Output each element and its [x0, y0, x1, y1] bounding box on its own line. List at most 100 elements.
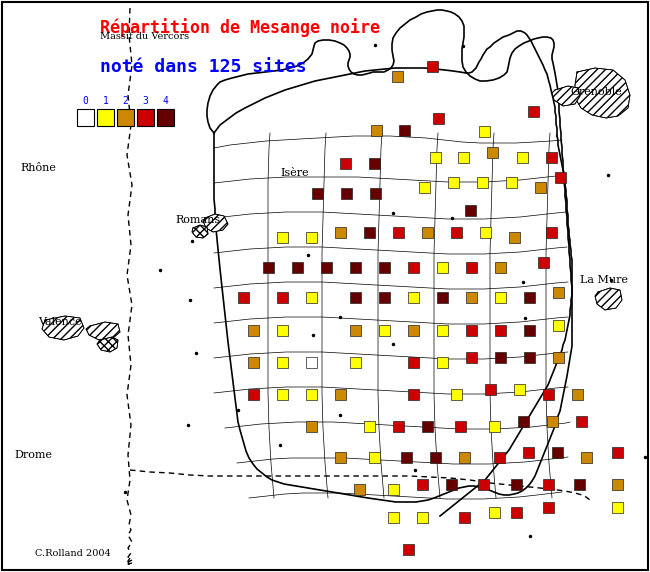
- Bar: [408, 261, 419, 272]
- Bar: [306, 292, 317, 303]
- Bar: [523, 447, 534, 458]
- Bar: [458, 152, 469, 162]
- Bar: [580, 451, 592, 463]
- Bar: [552, 287, 564, 297]
- Bar: [489, 420, 499, 431]
- Polygon shape: [86, 322, 120, 340]
- Bar: [465, 261, 476, 272]
- Bar: [465, 352, 476, 363]
- Text: 1: 1: [103, 96, 109, 106]
- Bar: [400, 451, 411, 463]
- Bar: [393, 227, 404, 237]
- Bar: [276, 324, 287, 336]
- Bar: [538, 256, 549, 268]
- Bar: [465, 324, 476, 336]
- Polygon shape: [42, 316, 84, 340]
- Bar: [506, 177, 517, 188]
- Bar: [432, 113, 443, 124]
- Bar: [417, 511, 428, 522]
- Bar: [517, 415, 528, 427]
- Polygon shape: [575, 68, 630, 118]
- Bar: [489, 506, 499, 518]
- Bar: [363, 227, 374, 237]
- Bar: [276, 388, 287, 399]
- Bar: [514, 383, 525, 395]
- Bar: [476, 177, 488, 188]
- Bar: [437, 261, 447, 272]
- Bar: [263, 261, 274, 272]
- Bar: [478, 479, 489, 490]
- Text: Rhône: Rhône: [20, 163, 56, 173]
- Bar: [486, 146, 497, 157]
- Bar: [335, 388, 346, 399]
- Bar: [408, 292, 419, 303]
- Bar: [612, 502, 623, 513]
- Bar: [339, 157, 350, 169]
- Bar: [97, 109, 114, 126]
- Bar: [419, 181, 430, 193]
- Bar: [480, 227, 491, 237]
- Text: C.Rolland 2004: C.Rolland 2004: [35, 549, 111, 558]
- Bar: [341, 188, 352, 198]
- Bar: [350, 261, 361, 272]
- Bar: [248, 388, 259, 399]
- Bar: [437, 356, 447, 367]
- Polygon shape: [552, 86, 580, 106]
- Bar: [378, 324, 389, 336]
- Bar: [552, 320, 564, 331]
- Bar: [571, 388, 582, 399]
- Bar: [543, 388, 554, 399]
- Bar: [510, 479, 521, 490]
- Text: noté dans 125 sites: noté dans 125 sites: [100, 58, 307, 76]
- Bar: [276, 292, 287, 303]
- Bar: [311, 188, 322, 198]
- Bar: [552, 352, 564, 363]
- Bar: [447, 177, 458, 188]
- Bar: [458, 451, 469, 463]
- Text: Grenoble: Grenoble: [570, 87, 622, 97]
- Bar: [545, 227, 556, 237]
- Polygon shape: [595, 288, 622, 310]
- Bar: [408, 324, 419, 336]
- Text: Massif du Vercors: Massif du Vercors: [100, 32, 189, 41]
- Bar: [478, 125, 489, 137]
- Text: Isère: Isère: [280, 168, 309, 178]
- Bar: [320, 261, 332, 272]
- Bar: [543, 502, 554, 513]
- Bar: [437, 324, 447, 336]
- Polygon shape: [192, 225, 208, 238]
- Polygon shape: [203, 214, 228, 232]
- Bar: [517, 152, 528, 162]
- Bar: [335, 227, 346, 237]
- Bar: [276, 232, 287, 243]
- Bar: [369, 188, 380, 198]
- Bar: [543, 479, 554, 490]
- Bar: [248, 324, 259, 336]
- Polygon shape: [97, 337, 118, 352]
- Bar: [510, 506, 521, 518]
- Bar: [306, 232, 317, 243]
- Bar: [157, 109, 174, 126]
- Bar: [378, 261, 389, 272]
- Bar: [421, 227, 432, 237]
- Bar: [493, 451, 504, 463]
- Bar: [350, 324, 361, 336]
- Bar: [408, 388, 419, 399]
- Bar: [306, 420, 317, 431]
- Bar: [117, 109, 134, 126]
- Text: 4: 4: [162, 96, 168, 106]
- Bar: [495, 352, 506, 363]
- Bar: [237, 292, 248, 303]
- Bar: [445, 479, 456, 490]
- Bar: [437, 292, 447, 303]
- Bar: [523, 352, 534, 363]
- Bar: [387, 511, 398, 522]
- Bar: [370, 125, 382, 136]
- Bar: [363, 420, 374, 431]
- Bar: [77, 109, 94, 126]
- Bar: [545, 152, 556, 162]
- Bar: [137, 109, 154, 126]
- Bar: [408, 356, 419, 367]
- Bar: [350, 292, 361, 303]
- Bar: [575, 415, 586, 427]
